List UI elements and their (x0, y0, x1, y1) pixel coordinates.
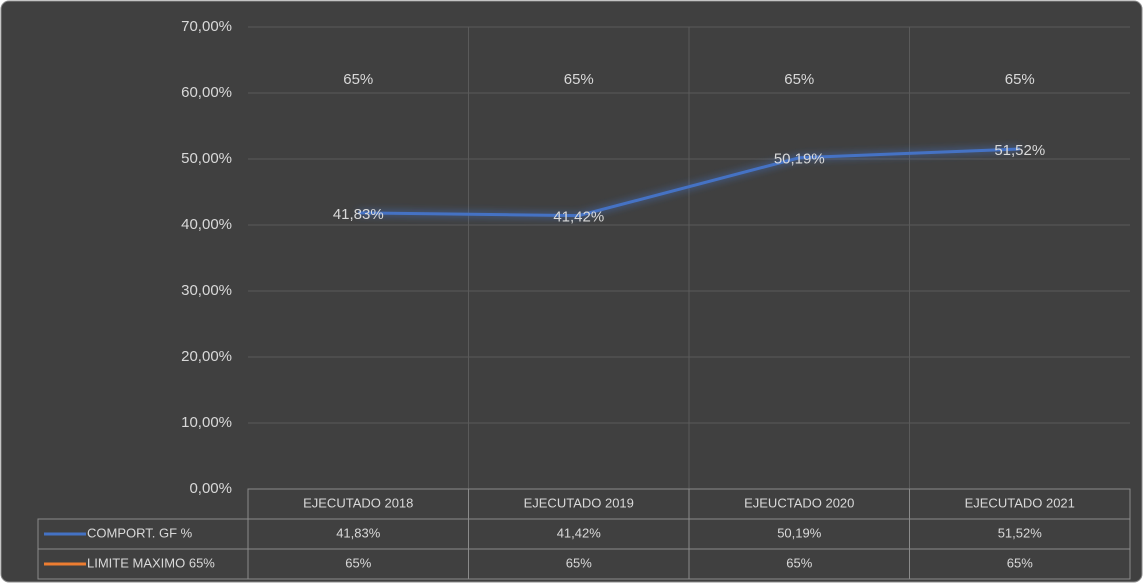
x-tick-label: EJEUCTADO 2020 (744, 495, 854, 510)
table-cell: 41,83% (336, 525, 381, 540)
legend-label: LIMITE MAXIMO 65% (87, 555, 215, 570)
table-cell: 65% (1007, 555, 1033, 570)
data-label: 65% (564, 71, 594, 88)
series-line (358, 147, 1020, 218)
legend-label: COMPORT. GF % (87, 525, 193, 540)
y-tick-label: 60,00% (181, 84, 232, 101)
data-label: 50,19% (774, 151, 825, 168)
table-cell: 50,19% (777, 525, 822, 540)
data-label: 41,42% (553, 209, 604, 226)
x-tick-label: EJECUTADO 2021 (965, 495, 1075, 510)
y-tick-label: 40,00% (181, 216, 232, 233)
y-tick-label: 0,00% (189, 480, 232, 497)
table-cell: 65% (786, 555, 812, 570)
data-label: 65% (1005, 71, 1035, 88)
table-cell: 41,42% (557, 525, 602, 540)
table-cell: 65% (566, 555, 592, 570)
y-tick-label: 20,00% (181, 348, 232, 365)
x-tick-label: EJECUTADO 2019 (524, 495, 634, 510)
data-label: 65% (343, 71, 373, 88)
data-label: 51,52% (994, 142, 1045, 159)
data-label: 65% (784, 71, 814, 88)
y-tick-label: 70,00% (181, 18, 232, 35)
y-tick-label: 30,00% (181, 282, 232, 299)
table-cell: 65% (345, 555, 371, 570)
y-tick-label: 50,00% (181, 150, 232, 167)
x-tick-label: EJECUTADO 2018 (303, 495, 413, 510)
data-table: EJECUTADO 2018 EJECUTADO 2019 EJEUCTADO 20… (37, 488, 1131, 580)
y-tick-label: 10,00% (181, 414, 232, 431)
table-cell: 51,52% (998, 525, 1043, 540)
data-label: 41,83% (333, 206, 384, 223)
